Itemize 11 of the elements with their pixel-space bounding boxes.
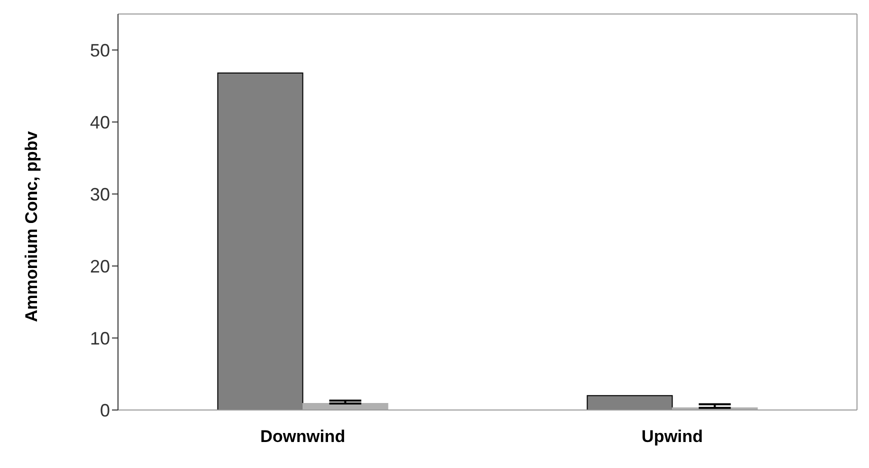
y-tick-label: 10	[90, 328, 110, 348]
x-tick-label: Upwind	[642, 427, 703, 446]
y-tick-label: 30	[90, 184, 110, 204]
x-tick-label: Downwind	[260, 427, 346, 446]
y-tick-label: 40	[90, 112, 110, 132]
y-tick-label: 20	[90, 256, 110, 276]
y-tick-label: 0	[100, 400, 110, 420]
y-axis-title: Ammonium Conc, ppbv	[22, 130, 42, 322]
y-tick-label: 50	[90, 40, 110, 60]
bar	[217, 72, 304, 410]
bar	[586, 395, 673, 410]
